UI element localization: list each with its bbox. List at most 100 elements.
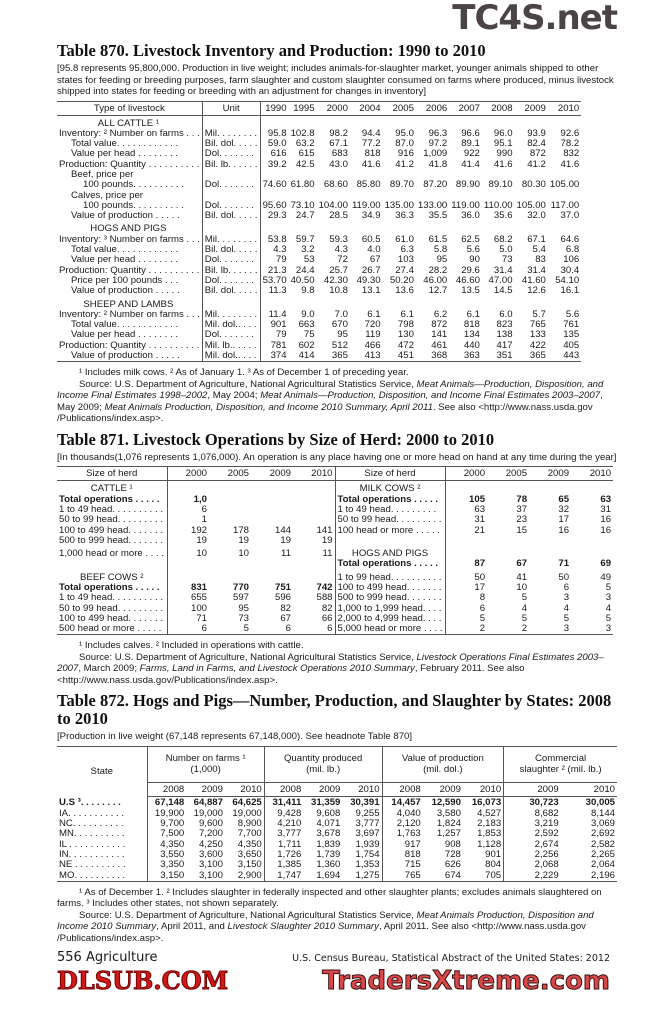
cell-value bbox=[209, 495, 251, 505]
table-row: Value per head . . . . . . . . Dol. . . .… bbox=[57, 148, 581, 160]
cell-value: 6.1 bbox=[466, 308, 480, 320]
cell-value bbox=[383, 115, 416, 129]
cell-value bbox=[317, 221, 350, 234]
table-row: CATTLE ¹ MILK COWS ² bbox=[57, 480, 613, 495]
cell-value: 68.2 bbox=[493, 233, 513, 245]
right-label: MILK COWS ² bbox=[335, 480, 446, 495]
cell-value: 770 bbox=[232, 582, 249, 593]
row-unit bbox=[202, 169, 261, 181]
cell-value: 823 bbox=[496, 319, 513, 331]
footnote-text: ¹ As of December 1. ² Includes slaughter… bbox=[57, 886, 602, 910]
cell-value bbox=[515, 115, 548, 129]
column-header: 2009 bbox=[529, 466, 572, 482]
cell-value: 32.0 bbox=[527, 210, 546, 222]
cell-value: 67.1 bbox=[329, 138, 348, 150]
row-label: Production: Quantity . . . . . . . . . . bbox=[57, 159, 203, 170]
cell-value bbox=[416, 221, 449, 234]
cell-value: 512 bbox=[331, 339, 348, 351]
row-label: Total value. . . . . . . . . . . . bbox=[57, 244, 203, 256]
cell-value bbox=[548, 115, 581, 129]
cell-value: 96.0 bbox=[493, 127, 513, 139]
column-header: 2007 bbox=[449, 101, 482, 116]
cell-value: 9,608 bbox=[316, 807, 341, 819]
cell-value: 1,763 bbox=[396, 828, 421, 840]
cell-value: 414 bbox=[298, 350, 315, 362]
cell-value bbox=[293, 494, 336, 505]
row-label: Production: Quantity . . . . . . . . . . bbox=[57, 265, 203, 276]
cell-value: 683 bbox=[331, 148, 348, 160]
cell-value: 3 bbox=[563, 592, 570, 604]
document-page: TC4S.net Table 870. Livestock Inventory … bbox=[56, 0, 617, 996]
cell-value: 12.6 bbox=[527, 285, 546, 297]
cell-value: 64,625 bbox=[224, 796, 265, 809]
cell-value: 831 bbox=[190, 582, 207, 593]
row-unit: Mil. dol.. . . . bbox=[202, 350, 261, 362]
table-row: Production: Quantity . . . . . . . . . .… bbox=[57, 265, 581, 276]
left-label: 100 to 499 head. . . . . . . bbox=[57, 613, 168, 625]
cell-value: 39.2 bbox=[267, 158, 287, 170]
row-unit: Bil. dol. . . . . bbox=[202, 285, 261, 297]
row-label: Total value. . . . . . . . . . . . bbox=[57, 319, 203, 331]
cell-value: 17 bbox=[558, 514, 570, 526]
cell-value: 41.6 bbox=[493, 158, 513, 170]
cell-value: 36.3 bbox=[395, 210, 414, 222]
row-label: Beef, price per bbox=[57, 169, 203, 181]
year-header: 2009 bbox=[422, 782, 463, 797]
row-unit: Bil. dol. . . . . bbox=[202, 244, 261, 256]
cell-value: 2,068 bbox=[534, 859, 559, 871]
cell-value: 117.00 bbox=[550, 199, 580, 211]
cell-value: 655 bbox=[190, 592, 207, 604]
cell-value: 61.5 bbox=[428, 233, 448, 245]
group-header: Commercial slaughter ² (mil. lb.) bbox=[503, 746, 617, 783]
cell-value: 6 bbox=[479, 602, 486, 614]
cell-value: 9,255 bbox=[342, 808, 383, 820]
cell-value: 42.30 bbox=[323, 274, 348, 286]
cell-value bbox=[289, 297, 317, 310]
cell-value: 71 bbox=[558, 558, 570, 570]
cell-value: 922 bbox=[463, 148, 480, 160]
table-row: 100 to 499 head. . . . . . . 192 178 144 141… bbox=[57, 525, 613, 536]
cell-value: 872 bbox=[431, 319, 448, 331]
cell-value: 6.0 bbox=[499, 308, 513, 320]
group-header: Number on farms ¹ (1,000) bbox=[147, 746, 265, 783]
table-row: IN. . . . . . . . . . . 3,550 3,600 3,650 1,… bbox=[57, 848, 617, 861]
cell-value: 1,739 bbox=[316, 848, 341, 860]
row-unit: Dol. . . . . . . bbox=[202, 330, 261, 341]
cell-value: 5.6 bbox=[466, 244, 480, 256]
table-871: Size of herd 2000 2005 2009 2010 Size of herd… bbox=[57, 466, 614, 636]
table-row: 100 to 499 head. . . . . . . 71 73 67 66 2,00… bbox=[57, 613, 613, 625]
cell-value: 67 bbox=[516, 558, 528, 570]
cell-value: 2,582 bbox=[590, 838, 615, 850]
page-number: 556 Agriculture bbox=[57, 950, 158, 966]
cell-value: 1,0 bbox=[193, 493, 207, 505]
cell-value: 374 bbox=[270, 350, 287, 362]
cell-value: 2,592 bbox=[534, 828, 559, 840]
cell-value bbox=[383, 221, 416, 234]
cell-value: 3 bbox=[605, 623, 612, 635]
cell-value: 7,200 bbox=[198, 828, 223, 840]
cell-value: 31,359 bbox=[311, 797, 341, 809]
cell-value: 2 bbox=[479, 623, 486, 635]
row-unit: Mil. . . . . . . . bbox=[202, 234, 261, 246]
table-872-section: Table 872. Hogs and Pigs—Number, Product… bbox=[57, 692, 617, 944]
cell-value: 4,071 bbox=[316, 818, 341, 830]
cell-value: 872 bbox=[529, 148, 546, 160]
cell-value bbox=[515, 221, 548, 234]
cell-value: 119.00 bbox=[351, 199, 381, 211]
row-unit: Mil. lb.. . . . . bbox=[202, 340, 261, 352]
column-header: 2000 bbox=[445, 466, 488, 482]
cell-value: 83 bbox=[535, 254, 546, 266]
cell-value: 451 bbox=[397, 350, 414, 362]
cell-value: 413 bbox=[364, 350, 381, 362]
cell-value: 95 bbox=[337, 329, 348, 341]
footnote-text: ¹ Includes calves. ² Included in operati… bbox=[79, 640, 304, 652]
cell-value: 3 bbox=[563, 623, 570, 635]
right-label: 2,000 to 4,999 head. . . . bbox=[335, 613, 446, 625]
cell-value: 59.7 bbox=[295, 233, 315, 245]
cell-value: 1,360 bbox=[316, 859, 341, 871]
cell-value: 2,674 bbox=[534, 838, 559, 850]
column-header: Type of livestock bbox=[57, 101, 203, 116]
column-header: 2009 bbox=[514, 101, 548, 116]
row-unit: Mil. . . . . . . . bbox=[202, 309, 261, 321]
cell-value: 3 bbox=[605, 592, 612, 604]
